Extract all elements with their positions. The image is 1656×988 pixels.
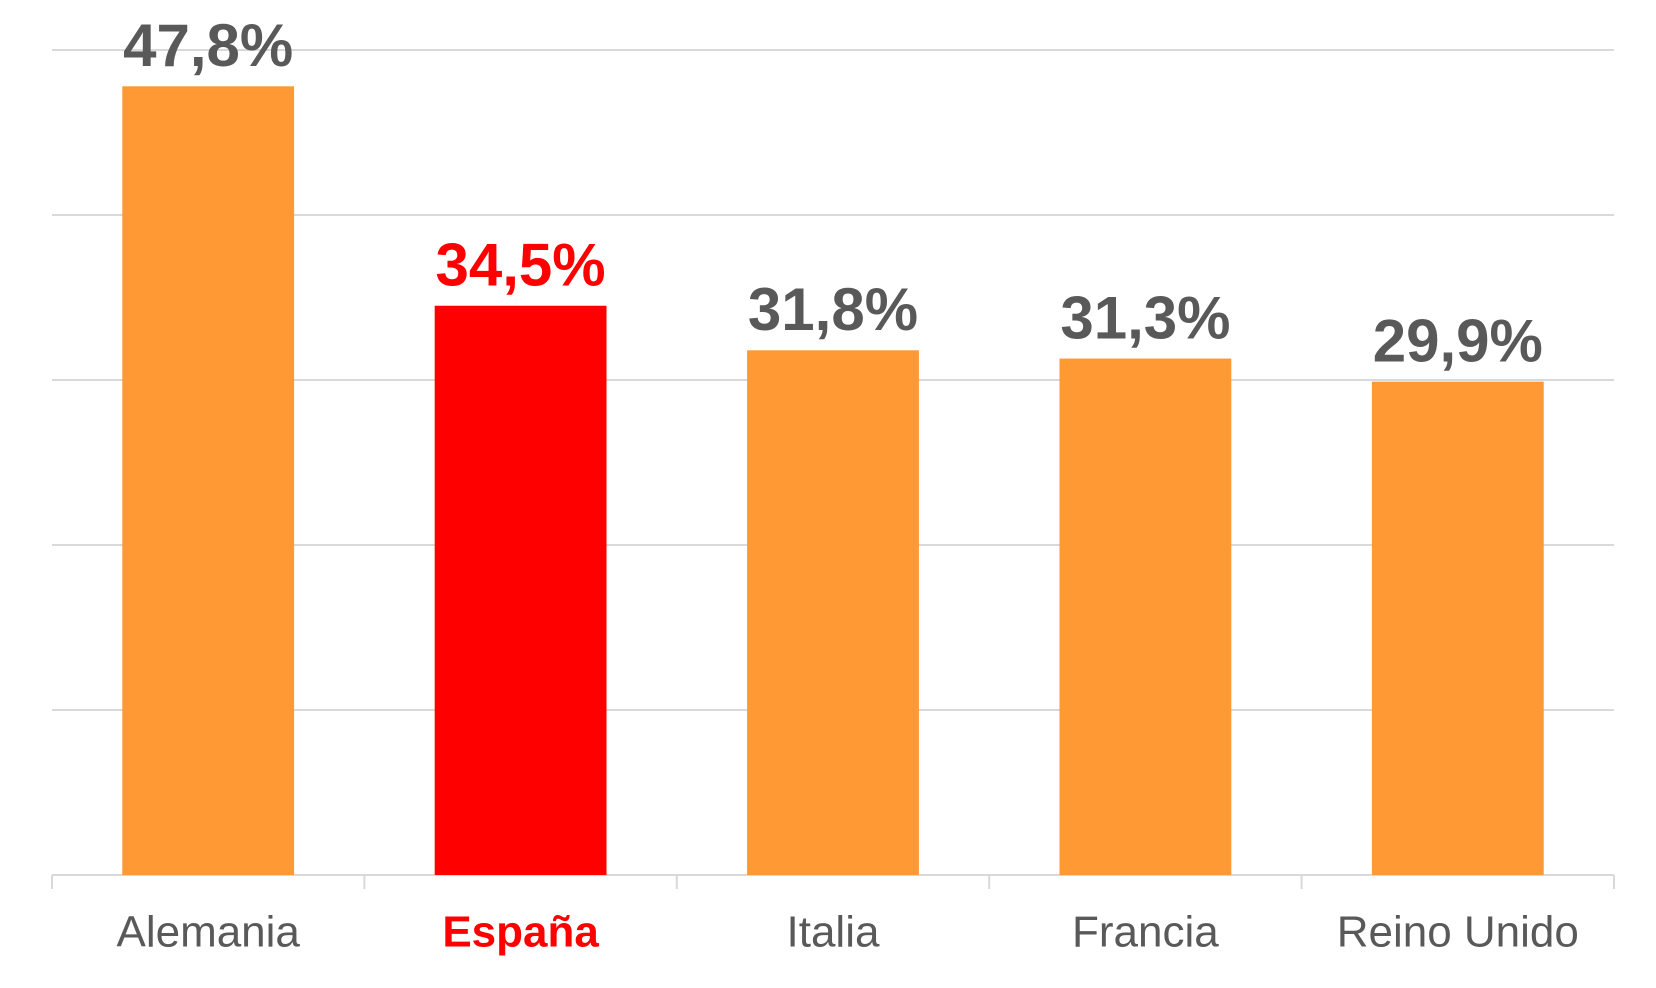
x-tick-label: Francia [1072,908,1219,957]
value-label: 31,3% [1060,284,1230,351]
bar [122,86,295,876]
value-label: 34,5% [436,232,606,299]
x-tick-label: Italia [787,908,880,957]
x-tick-label: España [442,908,599,957]
value-label: 47,8% [123,12,293,79]
bar [1371,381,1544,875]
x-tick-label: Reino Unido [1337,908,1579,957]
bar [747,350,919,875]
value-label: 29,9% [1373,307,1543,374]
bar [434,305,607,875]
x-tick-label: Alemania [116,908,300,957]
bar [1059,358,1232,875]
value-label: 31,8% [748,276,918,343]
